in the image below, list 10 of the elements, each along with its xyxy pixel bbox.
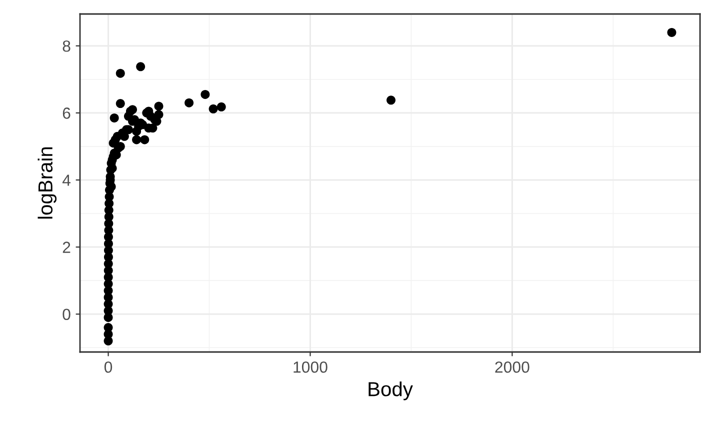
y-tick-label: 0 xyxy=(62,308,70,320)
x-tick-label: 2000 xyxy=(495,361,530,373)
y-tick-label: 6 xyxy=(62,108,70,119)
x-axis-title: Body xyxy=(368,381,413,400)
y-axis-title: logBrain xyxy=(38,147,57,219)
x-tick-label: 0 xyxy=(104,361,112,373)
y-tick-label: 2 xyxy=(62,242,70,253)
y-tick-label: 4 xyxy=(62,174,71,186)
x-tick-label: 1000 xyxy=(294,361,328,373)
y-tick-label: 8 xyxy=(62,40,70,52)
